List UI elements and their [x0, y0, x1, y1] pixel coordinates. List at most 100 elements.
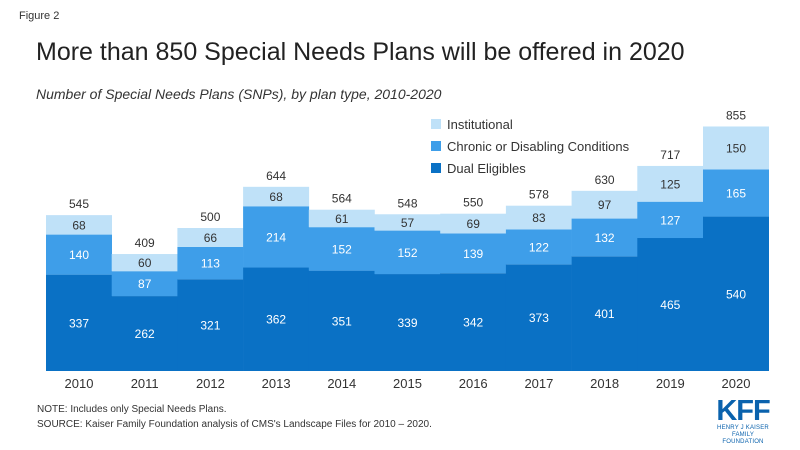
- data-label-dual-eligibles-2011: 262: [135, 327, 155, 341]
- data-label-institutional-2017: 83: [532, 211, 546, 225]
- total-label-2010: 545: [69, 197, 89, 211]
- data-label-chronic-2016: 139: [463, 247, 483, 261]
- bar-segment-institutional-2017: [505, 205, 572, 230]
- bar-segment-chronic-2017: [505, 229, 572, 265]
- data-label-chronic-2013: 214: [266, 230, 286, 244]
- data-label-dual-eligibles-2017: 373: [529, 311, 549, 325]
- data-label-dual-eligibles-2013: 362: [266, 313, 286, 327]
- data-label-chronic-2019: 127: [660, 213, 680, 227]
- bar-segment-institutional-2010: [46, 215, 112, 235]
- total-label-2019: 717: [660, 148, 680, 162]
- data-label-dual-eligibles-2019: 465: [660, 298, 680, 312]
- legend-item-dual: Dual Eligibles: [431, 157, 629, 179]
- total-label-2012: 500: [200, 210, 220, 224]
- chart-notes: NOTE: Includes only Special Needs Plans.…: [37, 402, 432, 432]
- bar-segment-institutional-2011: [111, 254, 178, 272]
- chart-title: More than 850 Special Needs Plans will b…: [36, 38, 685, 66]
- logo-line-2: FAMILY FOUNDATION: [722, 432, 764, 445]
- legend-swatch-dual: [431, 163, 441, 173]
- bar-segment-chronic-2014: [308, 227, 375, 271]
- bar-segment-institutional-2013: [243, 186, 310, 207]
- total-label-2017: 578: [529, 188, 549, 202]
- bar-segment-institutional-2014: [308, 209, 375, 228]
- data-label-chronic-2010: 140: [69, 248, 89, 262]
- legend-item-chronic: Chronic or Disabling Conditions: [431, 135, 629, 157]
- data-label-chronic-2014: 152: [332, 242, 352, 256]
- data-label-chronic-2018: 132: [595, 231, 615, 245]
- bar-segment-dual-eligibles-2019: [637, 238, 704, 371]
- data-label-institutional-2016: 69: [467, 217, 481, 231]
- data-label-dual-eligibles-2010: 337: [69, 316, 89, 330]
- data-label-institutional-2019: 125: [660, 177, 680, 191]
- bar-segment-dual-eligibles-2015: [374, 274, 441, 371]
- data-label-institutional-2020: 150: [726, 141, 746, 155]
- logo-mark: KFF: [716, 395, 770, 427]
- total-label-2018: 630: [595, 173, 615, 187]
- data-label-dual-eligibles-2014: 351: [332, 314, 352, 328]
- total-label-2013: 644: [266, 169, 286, 183]
- data-label-institutional-2015: 57: [401, 216, 415, 230]
- bar-segment-chronic-2011: [111, 271, 178, 297]
- total-label-2014: 564: [332, 192, 352, 206]
- bar-segment-chronic-2015: [374, 230, 441, 275]
- total-label-2015: 548: [397, 196, 417, 210]
- legend-label-institutional: Institutional: [447, 116, 513, 132]
- note-text: NOTE: Includes only Special Needs Plans.: [37, 404, 227, 415]
- data-label-chronic-2020: 165: [726, 186, 746, 200]
- data-label-chronic-2015: 152: [397, 246, 417, 260]
- legend-label-chronic: Chronic or Disabling Conditions: [447, 138, 630, 154]
- x-tick-label-2014: 2014: [327, 376, 356, 391]
- data-label-chronic-2012: 113: [201, 257, 220, 271]
- data-label-dual-eligibles-2016: 342: [463, 316, 483, 330]
- data-label-institutional-2014: 61: [335, 212, 349, 226]
- data-label-chronic-2017: 122: [529, 240, 549, 254]
- bar-segment-chronic-2012: [177, 246, 244, 280]
- data-label-institutional-2010: 68: [72, 218, 86, 232]
- x-tick-label-2016: 2016: [459, 376, 488, 391]
- bar-segment-institutional-2019: [637, 165, 704, 202]
- bar-segment-dual-eligibles-2018: [571, 256, 638, 371]
- bar-segment-institutional-2018: [571, 190, 638, 219]
- bar-segment-institutional-2012: [177, 228, 244, 247]
- bar-segment-chronic-2010: [46, 234, 112, 275]
- bar-segment-dual-eligibles-2014: [308, 270, 375, 371]
- bar-segment-chronic-2019: [637, 201, 704, 239]
- x-tick-label-2010: 2010: [65, 376, 94, 391]
- total-label-2016: 550: [463, 196, 483, 210]
- bar-segment-dual-eligibles-2010: [46, 274, 112, 371]
- data-label-institutional-2013: 68: [269, 190, 283, 204]
- x-tick-label-2017: 2017: [524, 376, 553, 391]
- bar-segment-dual-eligibles-2011: [111, 296, 178, 371]
- bar-segment-dual-eligibles-2016: [440, 273, 507, 371]
- logo-line-1: HENRY J KAISER: [717, 425, 769, 431]
- data-label-chronic-2011: 87: [138, 277, 152, 291]
- bar-segment-institutional-2016: [440, 213, 507, 234]
- bar-segment-chronic-2020: [703, 169, 769, 217]
- x-tick-label-2013: 2013: [262, 376, 291, 391]
- data-label-institutional-2018: 97: [598, 198, 612, 212]
- data-label-dual-eligibles-2012: 321: [200, 319, 220, 333]
- x-tick-label-2020: 2020: [722, 376, 751, 391]
- bar-segment-dual-eligibles-2012: [177, 279, 244, 371]
- source-text: SOURCE: Kaiser Family Foundation analysi…: [37, 419, 432, 430]
- bar-segment-dual-eligibles-2013: [243, 267, 310, 371]
- data-label-dual-eligibles-2015: 339: [397, 316, 417, 330]
- bar-segment-institutional-2015: [374, 214, 441, 231]
- data-label-institutional-2011: 60: [138, 256, 152, 270]
- legend-swatch-chronic: [431, 141, 441, 151]
- chart-legend: Institutional Chronic or Disabling Condi…: [431, 113, 629, 179]
- x-tick-label-2019: 2019: [656, 376, 685, 391]
- total-label-2020: 855: [726, 108, 746, 122]
- data-label-institutional-2012: 66: [204, 231, 218, 245]
- x-tick-label-2018: 2018: [590, 376, 619, 391]
- data-label-dual-eligibles-2020: 540: [726, 287, 746, 301]
- bar-segment-chronic-2018: [571, 218, 638, 257]
- bar-segment-dual-eligibles-2020: [703, 216, 769, 371]
- kff-logo: KFF HENRY J KAISER FAMILY FOUNDATION: [713, 397, 773, 446]
- figure-label: Figure 2: [19, 10, 60, 22]
- legend-label-dual: Dual Eligibles: [447, 160, 526, 176]
- total-label-2011: 409: [135, 236, 155, 250]
- bar-segment-institutional-2020: [703, 126, 769, 170]
- chart-subtitle: Number of Special Needs Plans (SNPs), by…: [36, 86, 442, 102]
